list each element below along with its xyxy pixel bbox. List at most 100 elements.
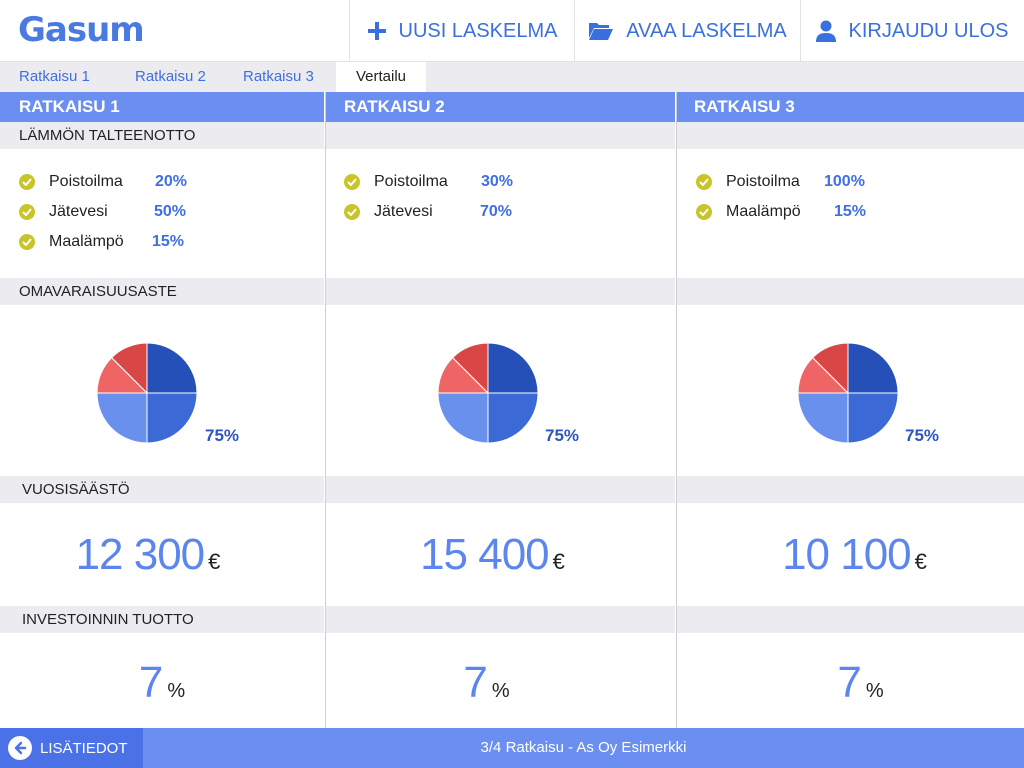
heat-value: 30%: [481, 173, 514, 190]
pie-divider: [111, 357, 148, 394]
heat-row: Poistoilma 20%: [19, 172, 219, 192]
section-annual-saving-spacer: [677, 476, 1024, 503]
solution-column-1: RATKAISU 1 LÄMMÖN TALTEENOTTO Poistoilma…: [0, 92, 324, 728]
section-investment-return-spacer: [326, 606, 675, 633]
heat-row: Jätevesi 50%: [19, 202, 219, 222]
pie-slice-self: [96, 392, 148, 444]
pie-slice-self: [797, 392, 849, 444]
percent-unit: %: [865, 680, 884, 702]
plus-icon: [367, 21, 387, 41]
logout-label: KIRJAUDU ULOS: [848, 19, 1009, 42]
annual-saving: 12 300 €: [0, 530, 310, 580]
self-sufficiency-pie: [96, 342, 198, 444]
tab-ratkaisu-1[interactable]: Ratkaisu 1: [19, 68, 90, 85]
heat-row: Maalämpö 15%: [19, 232, 219, 252]
heat-row: Poistoilma 100%: [696, 172, 896, 192]
heat-value: 15%: [152, 233, 185, 250]
gasum-logo: Gasum: [18, 10, 145, 50]
more-info-button[interactable]: LISÄTIEDOT: [0, 728, 143, 768]
check-icon: [696, 174, 712, 190]
self-sufficiency-percent: 75%: [545, 426, 580, 445]
percent-unit: %: [491, 680, 510, 702]
currency-unit: €: [208, 549, 221, 574]
heat-row: Maalämpö 15%: [696, 202, 896, 222]
heat-row: Poistoilma 30%: [344, 172, 544, 192]
pie-slice-self: [487, 392, 539, 444]
self-sufficiency-percent: 75%: [205, 426, 240, 445]
user-icon: [816, 20, 837, 42]
currency-unit: €: [552, 549, 565, 574]
solution-column-3: RATKAISU 3 Poistoilma 100% Maalämpö 15% …: [676, 92, 1024, 728]
self-sufficiency-pie: [437, 342, 539, 444]
check-icon: [19, 204, 35, 220]
section-self-sufficiency-spacer: [326, 278, 675, 305]
arrow-left-circle-icon: [8, 736, 32, 760]
annual-saving: 10 100 €: [681, 530, 1024, 580]
check-icon: [19, 234, 35, 250]
annual-saving-value: 12 300: [75, 530, 206, 579]
tab-ratkaisu-3[interactable]: Ratkaisu 3: [243, 68, 314, 85]
more-info-label: LISÄTIEDOT: [40, 739, 128, 757]
check-icon: [344, 174, 360, 190]
footer-status: 3/4 Ratkaisu - As Oy Esimerkki: [480, 739, 687, 756]
tab-vertailu[interactable]: Vertailu: [336, 62, 426, 92]
section-annual-saving-spacer: [326, 476, 675, 503]
investment-return: 7%: [312, 658, 661, 708]
check-icon: [19, 174, 35, 190]
tab-ratkaisu-2[interactable]: Ratkaisu 2: [135, 68, 206, 85]
heat-label: Maalämpö: [726, 203, 801, 220]
pie-slice-self: [146, 392, 198, 444]
self-sufficiency-percent: 75%: [905, 426, 940, 445]
section-investment-return: INVESTOINNIN TUOTTO: [0, 606, 324, 633]
heat-value: 20%: [155, 173, 188, 190]
heat-row: Jätevesi 70%: [344, 202, 544, 222]
pie-slice-self: [437, 392, 489, 444]
new-calculation-button[interactable]: UUSI LASKELMA: [349, 0, 574, 62]
heat-label: Poistoilma: [49, 173, 123, 190]
logout-button[interactable]: KIRJAUDU ULOS: [800, 0, 1024, 62]
solution-title: RATKAISU 1: [0, 92, 324, 122]
investment-return-value: 7: [138, 658, 164, 707]
check-icon: [344, 204, 360, 220]
tab-bar: Ratkaisu 1 Ratkaisu 2 Ratkaisu 3 Vertail…: [0, 62, 1024, 92]
open-calculation-label: AVAA LASKELMA: [626, 19, 787, 42]
heat-value: 70%: [480, 203, 513, 220]
investment-return: 7%: [0, 658, 324, 708]
heat-label: Jätevesi: [49, 203, 108, 220]
investment-return-value: 7: [463, 658, 488, 707]
section-heat-recovery-spacer: [677, 122, 1024, 149]
heat-label: Poistoilma: [374, 173, 448, 190]
heat-value: 50%: [154, 203, 187, 220]
pie-slice-self: [847, 392, 899, 444]
app-footer: LISÄTIEDOT 3/4 Ratkaisu - As Oy Esimerkk…: [0, 728, 1024, 768]
investment-return-value: 7: [837, 658, 862, 707]
pie-divider: [812, 357, 849, 394]
section-investment-return-spacer: [677, 606, 1024, 633]
pie-slice-self: [847, 342, 899, 394]
self-sufficiency-pie: [797, 342, 899, 444]
annual-saving-value: 15 400: [420, 530, 550, 579]
investment-return: 7%: [687, 658, 1024, 708]
heat-value: 100%: [824, 173, 865, 190]
heat-label: Jätevesi: [374, 203, 433, 220]
heat-value: 15%: [834, 203, 867, 220]
new-calculation-label: UUSI LASKELMA: [398, 19, 558, 42]
percent-unit: %: [167, 680, 186, 702]
section-self-sufficiency-spacer: [677, 278, 1024, 305]
solution-title: RATKAISU 2: [326, 92, 675, 122]
open-calculation-button[interactable]: AVAA LASKELMA: [574, 0, 800, 62]
pie-slice-self: [146, 342, 198, 394]
check-icon: [696, 204, 712, 220]
app-header: Gasum UUSI LASKELMA AVAA LASKELMA KIRJAU…: [0, 0, 1024, 62]
heat-label: Maalämpö: [49, 233, 124, 250]
solution-column-2: RATKAISU 2 Poistoilma 30% Jätevesi 70% 7…: [325, 92, 675, 728]
section-annual-saving: VUOSISÄÄSTÖ: [0, 476, 324, 503]
folder-open-icon: [588, 21, 614, 41]
annual-saving-value: 10 100: [782, 530, 912, 579]
section-heat-recovery: LÄMMÖN TALTEENOTTO: [0, 122, 324, 149]
pie-divider: [452, 357, 489, 394]
section-heat-recovery-spacer: [326, 122, 675, 149]
pie-slice-self: [487, 342, 539, 394]
heat-label: Poistoilma: [726, 173, 800, 190]
currency-unit: €: [914, 549, 927, 574]
